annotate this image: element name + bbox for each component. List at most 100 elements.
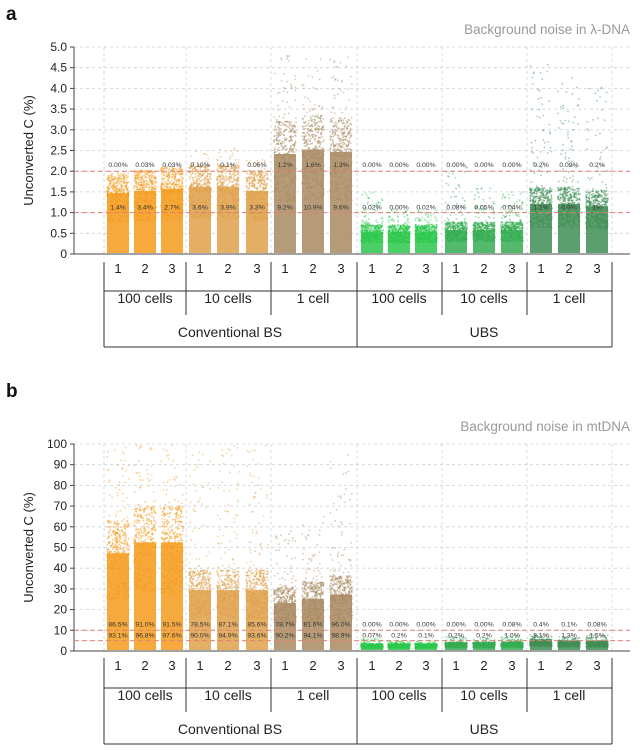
data-point <box>107 191 110 194</box>
data-point <box>319 145 321 148</box>
data-point <box>149 179 151 182</box>
data-point <box>348 142 350 144</box>
data-point <box>294 78 297 81</box>
data-point <box>396 226 398 228</box>
data-point <box>167 170 170 172</box>
data-point <box>294 131 297 134</box>
data-point <box>301 84 303 87</box>
data-point <box>148 174 151 177</box>
data-point <box>317 114 319 116</box>
data-point <box>333 61 336 63</box>
data-point <box>152 187 155 190</box>
data-point <box>334 148 336 151</box>
data-point <box>155 181 157 184</box>
data-point <box>262 179 265 182</box>
data-point <box>232 176 235 179</box>
data-point <box>221 177 224 179</box>
data-point <box>381 198 383 201</box>
data-point <box>222 175 225 178</box>
data-point <box>372 191 375 194</box>
data-point <box>340 81 343 83</box>
data-point <box>237 159 240 161</box>
data-point <box>280 128 283 130</box>
data-point <box>137 178 140 181</box>
data-point <box>117 179 119 182</box>
data-point <box>113 190 115 193</box>
data-point <box>228 179 231 182</box>
data-point <box>341 149 344 152</box>
data-point <box>233 172 236 174</box>
data-point <box>262 176 265 179</box>
data-point <box>309 115 312 118</box>
data-point <box>136 182 139 185</box>
data-point <box>318 78 321 81</box>
data-point <box>321 126 324 129</box>
data-point <box>273 140 276 143</box>
y-tick-label: 3.5 <box>50 102 67 116</box>
data-point <box>341 111 344 114</box>
data-point <box>180 172 182 175</box>
data-point <box>122 189 125 192</box>
data-point <box>207 157 210 160</box>
data-point <box>314 119 316 121</box>
data-point <box>120 190 122 192</box>
data-point <box>348 140 351 142</box>
data-point <box>171 169 174 171</box>
lane-9 <box>329 56 353 253</box>
data-point <box>285 128 288 131</box>
data-point <box>266 177 268 180</box>
data-point <box>336 130 339 133</box>
data-point <box>251 180 254 182</box>
data-point <box>154 187 157 190</box>
data-point <box>307 97 310 100</box>
data-point <box>176 183 179 186</box>
data-point <box>133 187 136 189</box>
data-point <box>393 220 395 223</box>
data-point <box>219 179 221 181</box>
data-point <box>135 188 138 191</box>
data-point <box>145 172 147 175</box>
data-point <box>365 228 367 230</box>
data-point <box>273 116 275 118</box>
data-point <box>255 186 258 189</box>
data-point <box>139 184 142 186</box>
data-point <box>108 190 111 193</box>
data-point <box>331 138 334 141</box>
data-point <box>347 144 350 146</box>
lane-10 <box>360 191 384 253</box>
data-point <box>316 125 319 128</box>
data-point <box>264 186 267 189</box>
data-point <box>148 184 151 187</box>
data-point <box>288 124 291 127</box>
data-point <box>310 119 313 122</box>
data-point <box>340 145 343 148</box>
data-point <box>376 221 379 224</box>
data-point <box>314 115 316 118</box>
data-point <box>207 184 210 187</box>
data-point <box>201 174 204 177</box>
data-point <box>380 225 383 228</box>
data-point <box>231 153 234 155</box>
data-point <box>361 225 364 228</box>
data-point <box>286 80 288 83</box>
data-point <box>114 190 117 193</box>
data-point <box>393 224 395 227</box>
data-point <box>141 184 144 187</box>
y-tick-label: 1.5 <box>50 185 67 199</box>
data-point <box>147 183 149 186</box>
data-point <box>273 139 276 142</box>
data-point <box>142 179 145 182</box>
data-point <box>393 227 396 230</box>
data-point <box>150 178 152 180</box>
data-point <box>108 177 111 179</box>
lane-12 <box>414 207 438 253</box>
data-point <box>107 177 110 179</box>
data-point <box>141 185 143 188</box>
data-point <box>165 182 168 185</box>
data-point <box>435 209 438 212</box>
data-point <box>139 176 141 179</box>
data-point <box>320 119 322 122</box>
data-point <box>293 126 296 128</box>
scatter-points <box>106 55 609 253</box>
data-point <box>336 93 339 96</box>
